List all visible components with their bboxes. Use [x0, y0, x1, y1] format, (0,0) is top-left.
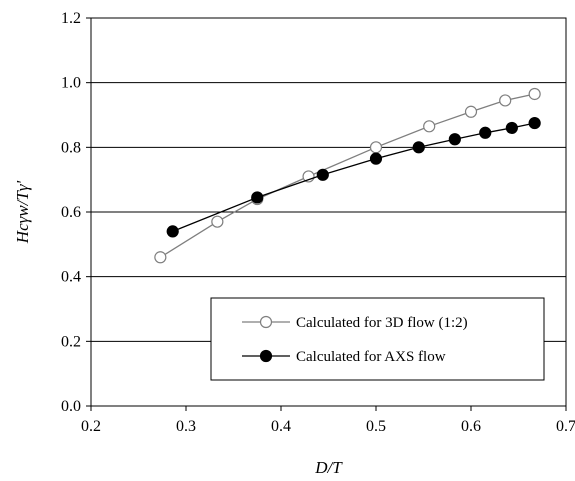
data-point [499, 94, 512, 107]
series-1 [166, 116, 541, 238]
data-point [154, 251, 167, 264]
data-point [505, 121, 518, 135]
x-tick-label: 0.5 [366, 418, 386, 435]
data-point [211, 215, 224, 228]
data-point [528, 87, 541, 101]
series-layer [154, 87, 541, 264]
y-tick-label: 0.8 [61, 139, 81, 156]
data-point [464, 105, 478, 118]
y-axis-title: Hcγw/Tγ' [13, 180, 32, 244]
y-tick-label: 0.6 [61, 204, 81, 221]
series-0 [154, 87, 541, 264]
x-tick-label: 0.2 [81, 418, 101, 435]
y-tick-label: 1.2 [61, 10, 81, 27]
data-point [448, 133, 461, 146]
data-point [423, 120, 436, 133]
data-point [369, 152, 383, 165]
data-point [528, 116, 541, 130]
legend-marker-3d-flow [259, 315, 273, 329]
series-line-1 [172, 122, 535, 233]
series-line-0 [160, 93, 535, 258]
y-axis: 0.0 0.2 0.4 0.6 0.8 1.0 1.2 [61, 10, 91, 415]
legend-label-3d-flow: Calculated for 3D flow (1:2) [296, 315, 468, 331]
data-point [316, 168, 329, 181]
legend-box [210, 297, 545, 381]
legend-label-axs-flow: Calculated for AXS flow [296, 349, 446, 365]
legend-marker-axs-flow [259, 349, 273, 363]
x-tick-label: 0.6 [461, 418, 481, 435]
data-point [251, 191, 264, 204]
legend: Calculated for 3D flow (1:2) Calculated … [210, 297, 545, 381]
x-axis-title: D/T [314, 458, 343, 477]
x-axis: 0.2 0.3 0.4 0.5 0.6 0.7 [81, 406, 575, 435]
legend-item-3d-flow: Calculated for 3D flow (1:2) [242, 315, 468, 331]
data-point [369, 141, 383, 154]
y-tick-label: 1.0 [61, 75, 81, 92]
y-tick-label: 0.2 [61, 333, 81, 350]
x-tick-label: 0.7 [556, 418, 575, 435]
x-tick-label: 0.4 [271, 418, 291, 435]
data-point [412, 141, 425, 154]
y-tick-label: 0.0 [61, 398, 81, 415]
legend-item-axs-flow: Calculated for AXS flow [242, 349, 446, 365]
y-tick-label: 0.4 [61, 269, 81, 286]
x-tick-label: 0.3 [176, 418, 196, 435]
data-point [166, 225, 179, 238]
data-point [479, 126, 492, 139]
